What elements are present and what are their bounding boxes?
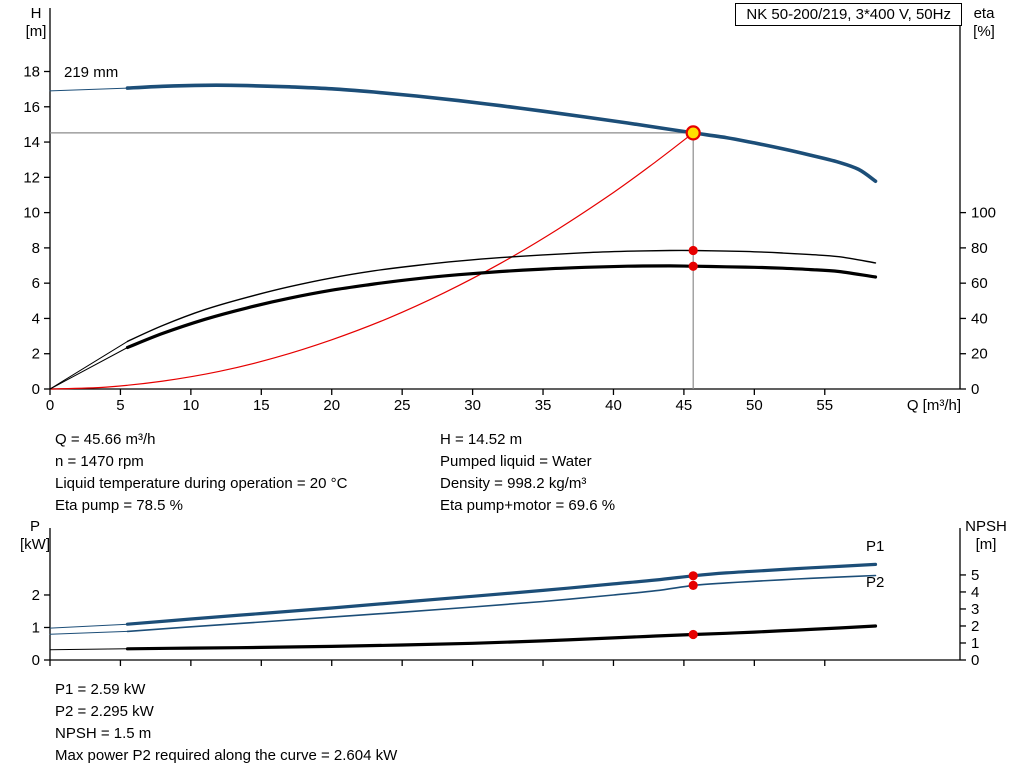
svg-text:4: 4: [971, 584, 979, 601]
info-line: NPSH = 1.5 m: [55, 725, 152, 742]
axis-title-line: [kW]: [20, 536, 50, 553]
svg-text:18: 18: [23, 64, 40, 81]
axis-title-line: eta: [973, 5, 995, 22]
info-line: P2 = 2.295 kW: [55, 703, 154, 720]
eta-pump-duty-dot: [688, 245, 698, 256]
p2-duty-dot: [688, 580, 698, 590]
info-line: Max power P2 required along the curve = …: [55, 747, 398, 764]
eta-axis-title: eta [%]: [962, 5, 1006, 41]
svg-text:14: 14: [23, 134, 40, 151]
svg-text:0: 0: [971, 652, 979, 669]
svg-text:10: 10: [23, 205, 40, 222]
pump-title-box: NK 50-200/219, 3*400 V, 50Hz: [735, 3, 962, 26]
impeller-diameter-label: 219 mm: [64, 64, 118, 81]
eta-pump-curve: [126, 249, 877, 343]
svg-text:0: 0: [32, 652, 40, 669]
svg-text:0: 0: [46, 397, 54, 414]
p2-curve: [126, 574, 877, 633]
qh-curve-219mm: [125, 83, 878, 183]
svg-text:5: 5: [971, 567, 979, 584]
svg-text:12: 12: [23, 169, 40, 186]
svg-text:1: 1: [32, 619, 40, 636]
info-line: P1 = 2.59 kW: [55, 681, 146, 698]
info-line: Density = 998.2 kg/m³: [440, 475, 587, 492]
svg-text:2: 2: [971, 618, 979, 635]
qh-eta-chart: 0 2 4 6 8 10 12 14 16 18 0 20 40 60 80 100 0 5 10 15 20 25 30 3…: [23, 8, 996, 414]
svg-text:50: 50: [746, 397, 763, 414]
h-axis-title: H [m]: [18, 5, 54, 41]
p1-curve: [125, 562, 878, 626]
svg-text:20: 20: [971, 346, 988, 363]
axis-title-line: [%]: [973, 23, 995, 40]
svg-text:4: 4: [32, 310, 40, 327]
axis-title-line: P: [29, 518, 40, 535]
axis-title-line: NPSH: [965, 518, 1007, 535]
svg-text:15: 15: [253, 397, 270, 414]
npsh-axis-title: NPSH [m]: [960, 518, 1012, 554]
svg-text:6: 6: [32, 275, 40, 292]
duty-point: [685, 125, 701, 141]
svg-text:35: 35: [535, 397, 552, 414]
svg-text:40: 40: [971, 310, 988, 327]
info-line: Q = 45.66 m³/h: [55, 431, 156, 448]
p2-lead: [49, 630, 128, 635]
svg-text:10: 10: [183, 397, 200, 414]
svg-text:5: 5: [116, 397, 124, 414]
svg-text:80: 80: [971, 240, 988, 257]
svg-text:2: 2: [32, 587, 40, 604]
info-line: Pumped liquid = Water: [440, 453, 592, 470]
eta-pump-motor-lead: [49, 347, 128, 390]
svg-text:40: 40: [605, 397, 622, 414]
power-info-column: P1 = 2.59 kW P2 = 2.295 kW NPSH = 1.5 m Max…: [55, 679, 397, 767]
svg-text:45: 45: [676, 397, 693, 414]
svg-text:100: 100: [971, 205, 996, 222]
p1-curve-label: P1: [866, 538, 884, 555]
p1-lead: [49, 623, 128, 629]
info-line: Liquid temperature during operation = 20…: [55, 475, 348, 492]
system-curve: [49, 132, 694, 390]
info-line: n = 1470 rpm: [55, 453, 144, 470]
axis-title-line: [m]: [25, 23, 47, 40]
svg-text:60: 60: [971, 275, 988, 292]
duty-info-right-column: H = 14.52 m Pumped liquid = Water Density …: [440, 429, 615, 517]
npsh-curve: [125, 624, 878, 651]
eta-pump-motor-curve: [125, 264, 878, 350]
svg-text:2: 2: [32, 346, 40, 363]
axis-title-line: [m]: [975, 536, 997, 553]
svg-text:8: 8: [32, 240, 40, 257]
svg-text:20: 20: [323, 397, 340, 414]
duty-info-left-column: Q = 45.66 m³/h n = 1470 rpm Liquid tempera…: [55, 429, 347, 517]
p1-duty-dot: [688, 571, 698, 581]
info-line: Eta pump = 78.5 %: [55, 497, 183, 514]
svg-text:55: 55: [816, 397, 833, 414]
npsh-duty-dot: [688, 629, 698, 640]
svg-text:0: 0: [971, 381, 979, 398]
p2-curve-label: P2: [866, 574, 884, 591]
svg-text:1: 1: [971, 635, 979, 652]
info-line: H = 14.52 m: [440, 431, 523, 448]
qh-lead: [49, 87, 128, 92]
npsh-lead: [49, 648, 128, 651]
p-axis-title: P [kW]: [14, 518, 56, 554]
svg-text:0: 0: [32, 381, 40, 398]
axis-title-line: H: [30, 5, 42, 22]
eta-pump-lead: [49, 340, 128, 390]
svg-text:25: 25: [394, 397, 411, 414]
eta-pump-motor-duty-dot: [688, 261, 698, 271]
info-line: Eta pump+motor = 69.6 %: [440, 497, 616, 514]
svg-text:Q [m³/h]: Q [m³/h]: [907, 397, 961, 414]
svg-text:16: 16: [23, 99, 40, 116]
svg-text:3: 3: [971, 601, 979, 618]
svg-text:30: 30: [464, 397, 481, 414]
